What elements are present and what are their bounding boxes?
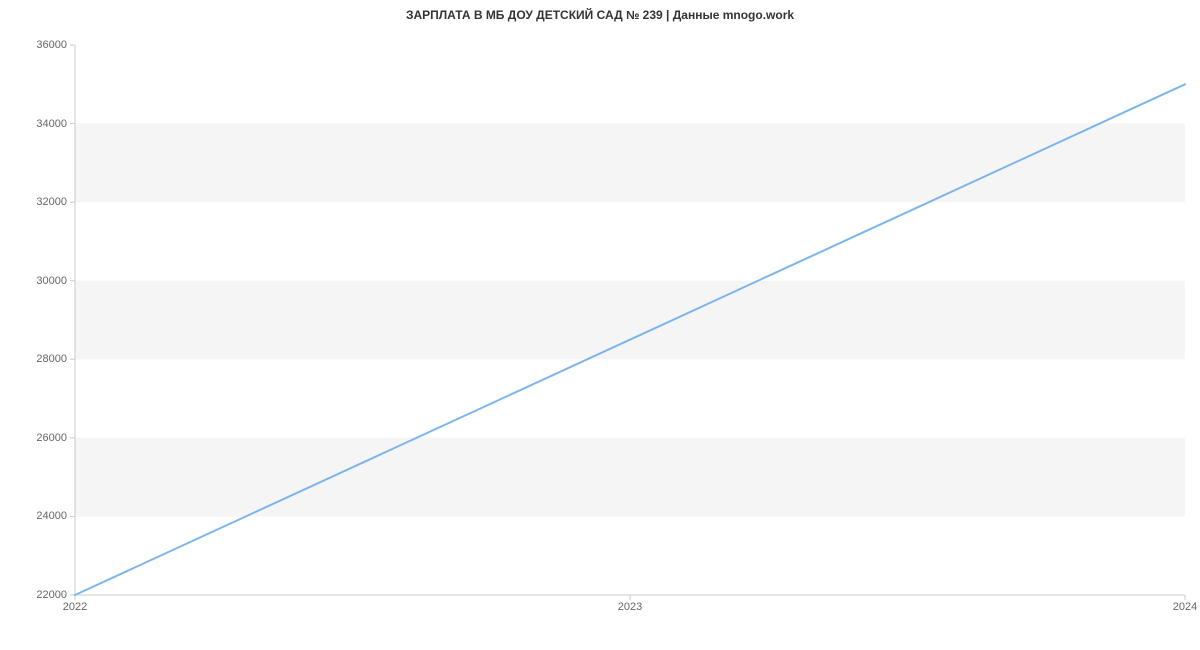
y-tick-label: 30000 [36, 275, 67, 287]
y-tick-label: 28000 [36, 353, 67, 365]
x-tick-label: 2023 [618, 601, 642, 613]
y-tick-label: 26000 [36, 432, 67, 444]
plot-area: 2200024000260002800030000320003400036000… [75, 45, 1185, 595]
y-tick-label: 32000 [36, 196, 67, 208]
x-tick-label: 2022 [63, 601, 87, 613]
x-tick-label: 2024 [1173, 601, 1197, 613]
chart-title: ЗАРПЛАТА В МБ ДОУ ДЕТСКИЙ САД № 239 | Да… [0, 8, 1200, 22]
y-tick-label: 24000 [36, 510, 67, 522]
y-tick-label: 36000 [36, 39, 67, 51]
salary-line-chart: ЗАРПЛАТА В МБ ДОУ ДЕТСКИЙ САД № 239 | Да… [0, 0, 1200, 650]
y-tick-label: 34000 [36, 118, 67, 130]
y-tick-label: 22000 [36, 589, 67, 601]
